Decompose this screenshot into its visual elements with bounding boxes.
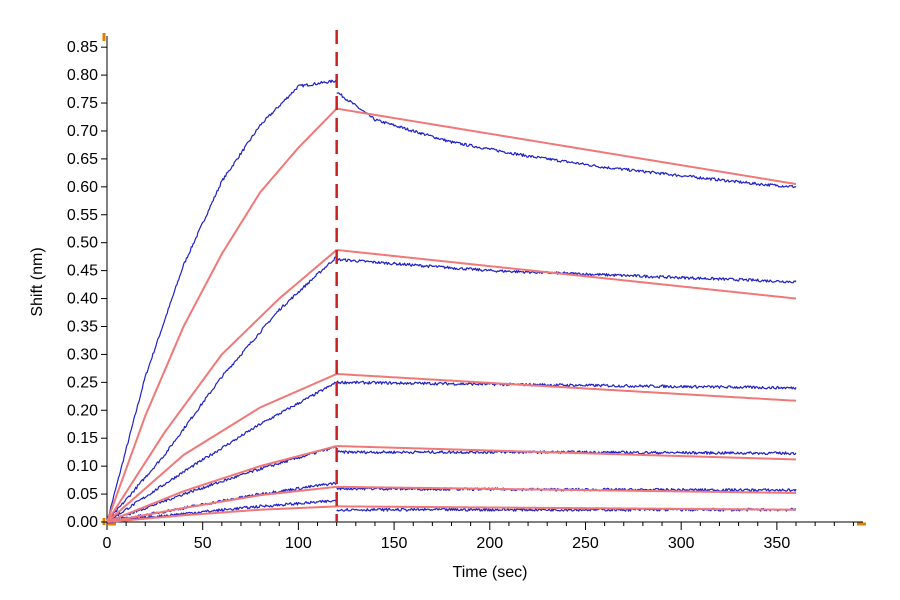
x-tick-label: 250 bbox=[572, 535, 599, 552]
x-tick-label: 150 bbox=[381, 535, 408, 552]
y-tick-label: 0.55 bbox=[67, 207, 98, 224]
fit-curve-dissociation bbox=[336, 372, 797, 402]
y-tick-label: 0.75 bbox=[67, 95, 98, 112]
y-tick-label: 0.85 bbox=[67, 39, 98, 56]
y-tick-label: 0.20 bbox=[67, 402, 98, 419]
x-axis-title: Time (sec) bbox=[453, 564, 528, 581]
y-tick-label: 0.65 bbox=[67, 151, 98, 168]
y-tick-label: 0.45 bbox=[67, 263, 98, 280]
series-layer bbox=[106, 79, 797, 524]
measured-curve-association bbox=[106, 445, 337, 524]
measured-curve-association bbox=[106, 381, 338, 523]
fit-curve-dissociation bbox=[336, 107, 797, 186]
y-axis-title: Shift (nm) bbox=[29, 247, 46, 316]
fit-curve-association bbox=[106, 107, 338, 523]
fit-curve-dissociation bbox=[336, 485, 797, 494]
measured-curve-dissociation bbox=[336, 380, 797, 390]
fit-curve-association bbox=[106, 373, 338, 523]
y-tick-label: 0.00 bbox=[67, 514, 98, 531]
fit-curve-association bbox=[106, 445, 337, 523]
x-tick-label: 300 bbox=[668, 535, 695, 552]
y-tick-label: 0.25 bbox=[67, 374, 98, 391]
measured-curve-association bbox=[106, 79, 338, 524]
x-tick-label: 100 bbox=[285, 535, 312, 552]
y-tick-label: 0.15 bbox=[67, 430, 98, 447]
y-tick-label: 0.70 bbox=[67, 123, 98, 140]
measured-curve-dissociation bbox=[336, 507, 797, 512]
y-tick-label: 0.05 bbox=[67, 486, 98, 503]
fit-curve-dissociation bbox=[336, 248, 797, 300]
x-tick-label: 50 bbox=[194, 535, 212, 552]
measured-curve-dissociation bbox=[336, 92, 797, 189]
tick-layer: 0.00 0.05 0.10 0.15 0.20 0.25 0.30 0.35 0.40 0.45… bbox=[67, 39, 854, 552]
x-tick-label: 350 bbox=[764, 535, 791, 552]
y-tick-label: 0.35 bbox=[67, 318, 98, 335]
fit-curve-dissociation bbox=[336, 505, 797, 511]
fit-curve-association bbox=[106, 249, 338, 523]
measured-curve-association bbox=[106, 499, 337, 524]
fit-curve-dissociation bbox=[336, 445, 797, 461]
y-tick-label: 0.30 bbox=[67, 346, 98, 363]
y-tick-label: 0.80 bbox=[67, 67, 98, 84]
y-tick-label: 0.10 bbox=[67, 458, 98, 475]
measured-curve-dissociation bbox=[336, 258, 797, 284]
y-tick-label: 0.60 bbox=[67, 179, 98, 196]
y-tick-label: 0.50 bbox=[67, 235, 98, 252]
x-tick-label: 0 bbox=[103, 535, 112, 552]
y-tick-label: 0.40 bbox=[67, 291, 98, 308]
fit-curve-association bbox=[106, 485, 337, 523]
measured-curve-association bbox=[106, 255, 338, 523]
axes bbox=[102, 33, 866, 526]
x-tick-label: 200 bbox=[476, 535, 503, 552]
fit-curve-association bbox=[106, 505, 337, 523]
